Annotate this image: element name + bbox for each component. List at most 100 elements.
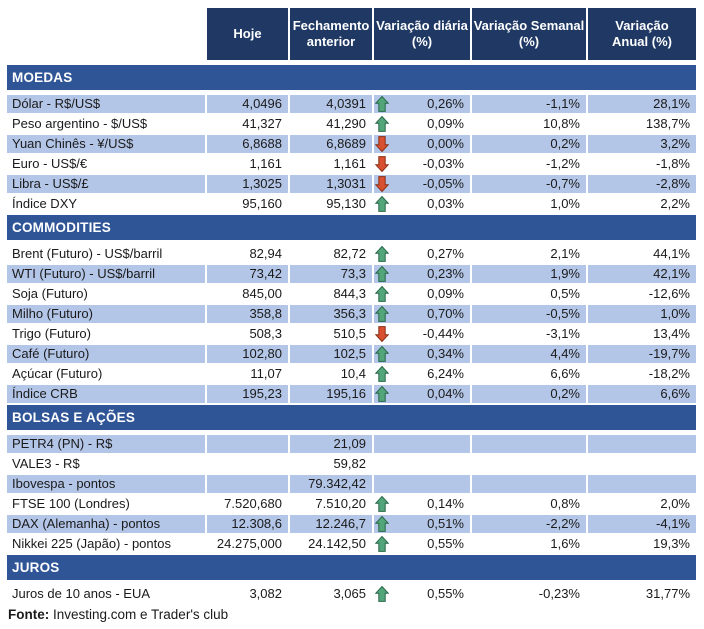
variacao-diaria-value: 0,55% (427, 536, 464, 551)
cell-variacao-diaria: 0,09% (374, 285, 470, 303)
cell-fechamento-anterior: 844,3 (333, 286, 366, 301)
cell-variacao-diaria: -0,03% (374, 155, 470, 173)
variacao-diaria-value: 0,34% (427, 346, 464, 361)
cell-hoje: 4,0496 (207, 95, 288, 113)
row-label: Brent (Futuro) - US$/barril (12, 246, 163, 261)
row-label: VALE3 - R$ (12, 456, 80, 471)
down-arrow-icon (375, 136, 389, 152)
up-arrow-icon (375, 496, 389, 512)
cell-fechamento-anterior: 82,72 (333, 246, 366, 261)
table-row: Ibovespa - pontos 79.342,42 (7, 475, 696, 493)
variacao-diaria-value: 0,04% (427, 386, 464, 401)
cell-fechamento-anterior: 41,290 (326, 116, 366, 131)
cell-fechamento-anterior: 6,8689 (290, 135, 372, 153)
cell-variacao-semanal: -0,5% (472, 305, 586, 323)
row-label: Dólar - R$/US$ (7, 95, 205, 113)
cell-variacao-diaria: -0,05% (374, 175, 470, 193)
table-row: WTI (Futuro) - US$/barril 73,42 73,3 0,23% 1… (7, 265, 696, 283)
row-label: DAX (Alemanha) - pontos (7, 515, 205, 533)
row-label: PETR4 (PN) - R$ (7, 435, 205, 453)
cell-variacao-diaria: 0,55% (374, 585, 470, 603)
up-arrow-icon (375, 266, 389, 282)
up-arrow-icon (375, 246, 389, 262)
section-title: COMMODITIES (12, 220, 111, 235)
col-header-variacao-semanal: Variação Semanal (%) (472, 8, 586, 60)
table-row: Café (Futuro) 102,80 102,5 0,34% 4,4% -19,7% (7, 345, 696, 363)
cell-variacao-semanal: 10,8% (543, 116, 580, 131)
arrow-spacer (375, 476, 389, 492)
up-arrow-icon (375, 536, 389, 552)
cell-variacao-semanal: 6,6% (550, 366, 580, 381)
table-row: Libra - US$/£ 1,3025 1,3031 -0,05% -0,7% -2,8… (7, 175, 696, 193)
up-arrow-icon (375, 116, 389, 132)
table-row: Peso argentino - $/US$ 41,327 41,290 0,09% 1… (7, 115, 696, 133)
col-header-fechamento-anterior: Fechamento anterior (290, 8, 372, 60)
cell-fechamento-anterior: 102,5 (290, 345, 372, 363)
cell-hoje: 6,8688 (207, 135, 288, 153)
section-header: COMMODITIES (7, 215, 696, 240)
table-row: Brent (Futuro) - US$/barril 82,94 82,72 0,2… (7, 245, 696, 263)
cell-hoje: 95,160 (242, 196, 282, 211)
table-row: Yuan Chinês - ¥/US$ 6,8688 6,8689 0,00% 0,2%… (7, 135, 696, 153)
cell-variacao-semanal (472, 455, 586, 473)
cell-variacao-anual: -12,6% (648, 286, 690, 301)
cell-variacao-semanal: 1,6% (550, 536, 580, 551)
up-arrow-icon (375, 196, 389, 212)
row-label: Trigo (Futuro) (12, 326, 91, 341)
cell-hoje: 195,23 (207, 385, 288, 403)
cell-variacao-diaria: 0,26% (374, 95, 470, 113)
row-label: Peso argentino - $/US$ (12, 116, 148, 131)
cell-variacao-semanal: 0,5% (550, 286, 580, 301)
cell-variacao-semanal: -1,1% (472, 95, 586, 113)
down-arrow-icon (375, 156, 389, 172)
cell-hoje (207, 475, 288, 493)
cell-fechamento-anterior: 21,09 (290, 435, 372, 453)
cell-variacao-diaria: 6,24% (374, 365, 470, 383)
up-arrow-icon (375, 516, 389, 532)
cell-hoje: 73,42 (207, 265, 288, 283)
table-row: VALE3 - R$ 59,82 (7, 455, 696, 473)
table-row: Nikkei 225 (Japão) - pontos 24.275,000 24.… (7, 535, 696, 553)
cell-variacao-anual: 2,0% (660, 496, 690, 511)
table-row: Milho (Futuro) 358,8 356,3 0,70% -0,5% 1,0% (7, 305, 696, 323)
table-row: Dólar - R$/US$ 4,0496 4,0391 0,26% -1,1% 28,1… (7, 95, 696, 113)
col-header-variacao-anual: Variação Anual (%) (588, 8, 696, 60)
cell-fechamento-anterior: 510,5 (333, 326, 366, 341)
row-label: Açúcar (Futuro) (12, 366, 103, 381)
up-arrow-icon (375, 386, 389, 402)
cell-fechamento-anterior: 79.342,42 (290, 475, 372, 493)
col-header-variacao-diaria: Variação diária (%) (374, 8, 470, 60)
up-arrow-icon (375, 346, 389, 362)
cell-variacao-anual: 31,77% (645, 586, 690, 601)
cell-variacao-diaria: 0,51% (374, 515, 470, 533)
cell-variacao-diaria: 0,70% (374, 305, 470, 323)
section-title: BOLSAS E AÇÕES (12, 410, 136, 425)
section-header: BOLSAS E AÇÕES (7, 405, 696, 430)
section-header: MOEDAS (7, 65, 696, 90)
cell-variacao-semanal: 0,2% (472, 135, 586, 153)
cell-fechamento-anterior: 1,3031 (290, 175, 372, 193)
cell-variacao-anual: 2,2% (660, 196, 690, 211)
row-label: Soja (Futuro) (12, 286, 88, 301)
table-row: Trigo (Futuro) 508,3 510,5 -0,44% -3,1% 13,4% (7, 325, 696, 343)
cell-hoje: 508,3 (249, 326, 282, 341)
corner-cell (7, 8, 205, 60)
cell-variacao-anual: -4,1% (588, 515, 696, 533)
cell-variacao-anual: 28,1% (588, 95, 696, 113)
table-row: Índice CRB 195,23 195,16 0,04% 0,2% 6,6% (7, 385, 696, 403)
cell-fechamento-anterior: 59,82 (333, 456, 366, 471)
table-row: Açúcar (Futuro) 11,07 10,4 6,24% 6,6% -18,2% (7, 365, 696, 383)
cell-variacao-semanal: -2,2% (472, 515, 586, 533)
row-label: Milho (Futuro) (7, 305, 205, 323)
section-title: JUROS (12, 560, 60, 575)
arrow-spacer (375, 456, 389, 472)
variacao-diaria-value: 0,14% (427, 496, 464, 511)
cell-variacao-anual: -2,8% (588, 175, 696, 193)
row-label: Euro - US$/€ (12, 156, 88, 171)
cell-variacao-semanal: 1,0% (550, 196, 580, 211)
row-label: FTSE 100 (Londres) (12, 496, 130, 511)
cell-variacao-semanal: 2,1% (550, 246, 580, 261)
cell-variacao-semanal: -0,23% (538, 586, 580, 601)
col-header-hoje: Hoje (207, 8, 288, 60)
up-arrow-icon (375, 306, 389, 322)
